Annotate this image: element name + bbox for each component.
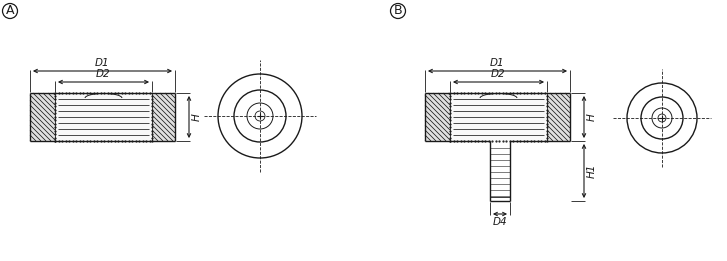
Text: H: H — [192, 113, 202, 121]
Polygon shape — [152, 93, 175, 141]
Text: B: B — [394, 4, 402, 17]
Text: D1: D1 — [490, 58, 505, 68]
Polygon shape — [30, 93, 55, 141]
Text: D2: D2 — [96, 69, 111, 79]
Text: H: H — [587, 113, 597, 121]
Polygon shape — [55, 93, 152, 141]
Polygon shape — [547, 93, 570, 141]
Text: D4: D4 — [493, 217, 507, 227]
Polygon shape — [425, 93, 450, 141]
Text: D1: D1 — [95, 58, 110, 68]
Polygon shape — [450, 93, 547, 141]
Text: A: A — [6, 4, 15, 17]
Text: H1: H1 — [587, 164, 597, 178]
Text: D2: D2 — [491, 69, 506, 79]
